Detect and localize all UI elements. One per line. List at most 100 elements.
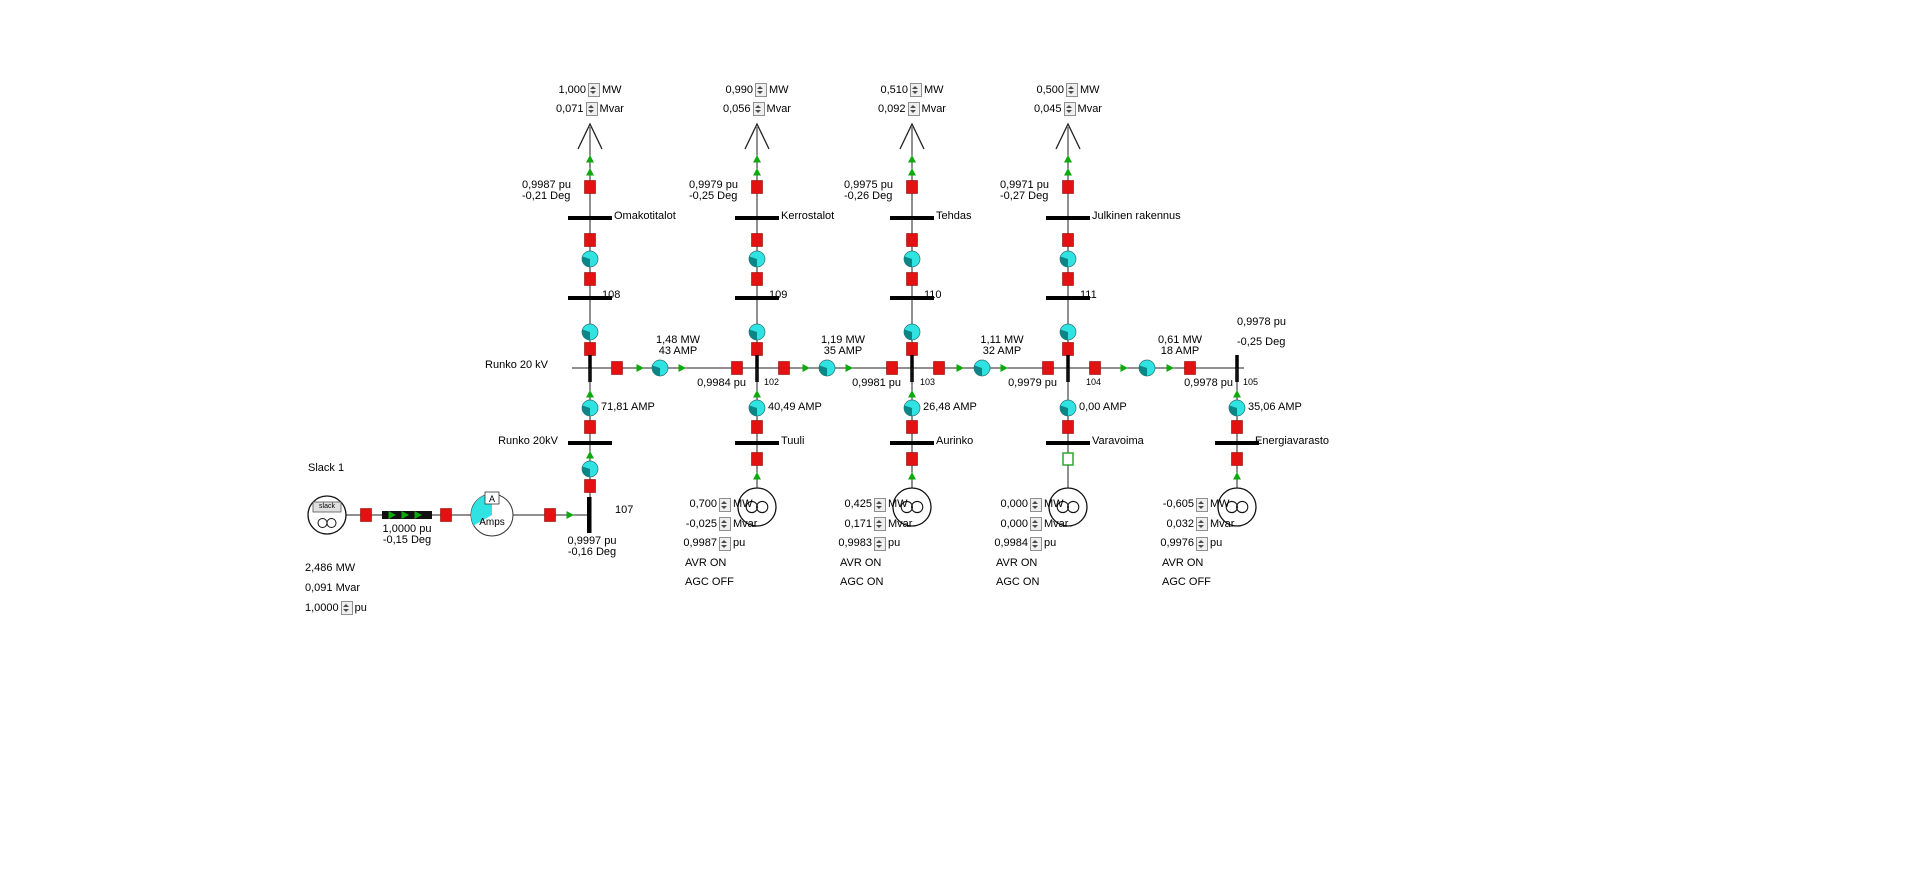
deg-value: -0,25 Deg [689, 190, 738, 202]
feeder-amp-label: 35,06 AMP [1248, 401, 1302, 413]
segment-mw: 1,48 MW [655, 334, 700, 346]
breaker-icon[interactable] [611, 361, 623, 375]
flow-arrow-icon [1233, 390, 1241, 398]
mw-spinner[interactable] [909, 83, 922, 97]
flow-arrow-icon [802, 364, 810, 372]
breaker-icon[interactable] [584, 420, 596, 434]
deg-value: -0,26 Deg [844, 190, 893, 202]
flow-arrow-icon [908, 168, 916, 176]
gauge-icon [651, 359, 669, 377]
breaker-icon[interactable] [584, 180, 596, 194]
mw-spinner[interactable] [754, 83, 767, 97]
breaker-icon[interactable] [1062, 420, 1074, 434]
mw-spinner[interactable] [719, 497, 731, 512]
gen-mvar-field: 0,000 Mvar [992, 515, 1084, 535]
gen-mvar-value: 0,032 [1166, 517, 1194, 530]
breaker-icon[interactable] [1231, 452, 1243, 466]
load-bus-voltage: 0,9987 pu -0,21 Deg [522, 180, 571, 202]
breaker-icon[interactable] [731, 361, 743, 375]
breaker-icon[interactable] [751, 272, 763, 286]
segment-amp: 18 AMP [1160, 345, 1200, 357]
gen-mvar-field: 0,171 Mvar [836, 515, 928, 535]
segment-bus-number: 103 [920, 377, 936, 387]
gauge-icon [748, 323, 766, 341]
gen-avr-status: AVR ON [840, 556, 882, 569]
mvar-spinner[interactable] [1063, 102, 1076, 116]
mvar-spinner[interactable] [719, 517, 731, 532]
bus-name-label: Tehdas [936, 210, 972, 222]
breaker-icon[interactable] [906, 452, 918, 466]
pu-spinner[interactable] [1030, 536, 1042, 551]
flow-arrow-icon [1064, 155, 1072, 163]
gen-mw-field: 0,425 MW [836, 495, 928, 515]
breaker-icon[interactable] [751, 180, 763, 194]
breaker-open-icon[interactable] [1062, 452, 1074, 466]
breaker-icon[interactable] [1042, 361, 1054, 375]
breaker-icon[interactable] [360, 508, 372, 522]
bus-number-label: 110 [924, 289, 942, 301]
breaker-icon[interactable] [584, 233, 596, 247]
segment-amp: 32 AMP [982, 345, 1022, 357]
mw-spinner[interactable] [874, 497, 886, 512]
mvar-spinner[interactable] [585, 102, 598, 116]
breaker-icon[interactable] [751, 233, 763, 247]
breaker-icon[interactable] [906, 272, 918, 286]
mvar-spinner[interactable] [1196, 517, 1208, 532]
mvar-spinner[interactable] [752, 102, 765, 116]
breaker-icon[interactable] [751, 420, 763, 434]
load-mvar-value: 0,092 [878, 102, 906, 115]
breaker-icon[interactable] [1062, 342, 1074, 356]
breaker-icon[interactable] [751, 342, 763, 356]
breaker-icon[interactable] [440, 508, 452, 522]
breaker-icon[interactable] [584, 479, 596, 493]
breaker-icon[interactable] [584, 272, 596, 286]
unit-label: Mvar [921, 102, 946, 115]
breaker-icon[interactable] [1062, 180, 1074, 194]
breaker-icon[interactable] [584, 342, 596, 356]
flow-arrow-icon [586, 451, 594, 459]
load-mw-value: 0,990 [725, 83, 753, 96]
breaker-icon[interactable] [1231, 420, 1243, 434]
pu-value: 1,0000 pu [382, 523, 432, 535]
mw-spinner[interactable] [1065, 83, 1078, 97]
breaker-icon[interactable] [933, 361, 945, 375]
segment-bus-number: 105 [1243, 377, 1259, 387]
gauge-icon [1138, 359, 1156, 377]
breaker-icon[interactable] [1184, 361, 1196, 375]
mw-spinner[interactable] [1196, 497, 1208, 512]
breaker-icon[interactable] [1062, 272, 1074, 286]
pu-spinner[interactable] [874, 536, 886, 551]
unit-label: Mvar [733, 517, 758, 530]
mw-spinner[interactable] [1030, 497, 1042, 512]
mvar-spinner[interactable] [1030, 517, 1042, 532]
breaker-icon[interactable] [751, 452, 763, 466]
breaker-icon[interactable] [906, 180, 918, 194]
mvar-spinner[interactable] [907, 102, 920, 116]
generator-readout: 0,700 MW -0,025 Mvar 0,9987 pu AVR ON AGC O… [681, 495, 773, 593]
load-branch-julkinen-rakennus [1046, 122, 1090, 368]
pu-spinner[interactable] [719, 536, 731, 551]
generator-readout: -0,605 MW 0,032 Mvar 0,9976 pu AVR ON AGC O… [1158, 495, 1250, 593]
breaker-icon[interactable] [886, 361, 898, 375]
breaker-icon[interactable] [1062, 233, 1074, 247]
mvar-spinner[interactable] [874, 517, 886, 532]
gen-bus-name-label: Varavoima [1092, 435, 1144, 447]
breaker-icon[interactable] [906, 233, 918, 247]
flow-arrow-icon [566, 511, 574, 519]
load-arrow-icon [744, 122, 770, 150]
setpoint-value: 1,0000 [305, 601, 339, 614]
flow-arrow-icon [753, 168, 761, 176]
breaker-icon[interactable] [1089, 361, 1101, 375]
unit-label: MW [888, 498, 908, 511]
breaker-icon[interactable] [906, 342, 918, 356]
breaker-icon[interactable] [778, 361, 790, 375]
pu-spinner[interactable] [1196, 536, 1208, 551]
load-mvar-value: 0,071 [556, 102, 584, 115]
mw-spinner[interactable] [587, 83, 600, 97]
slack-mw-label: 2,486 MW [305, 562, 356, 574]
bus-bar [890, 216, 934, 220]
pu-spinner[interactable] [340, 601, 353, 615]
breaker-icon[interactable] [544, 508, 556, 522]
bus-bar [890, 296, 934, 300]
breaker-icon[interactable] [906, 420, 918, 434]
